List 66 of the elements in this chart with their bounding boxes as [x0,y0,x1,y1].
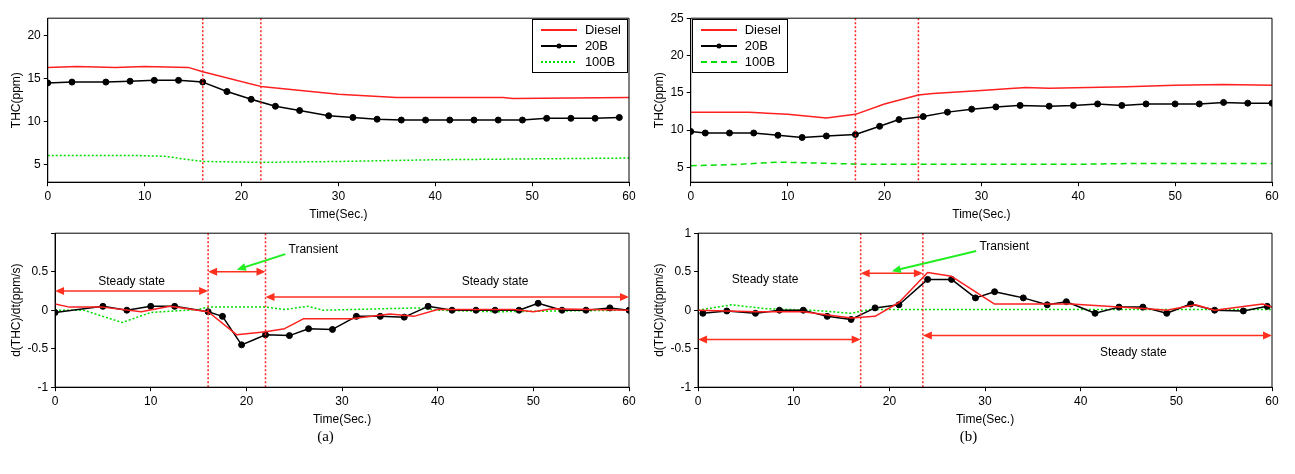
x-axis-title: Time(Sec.) [309,207,368,222]
y-tick-label: 20 [670,47,685,62]
y-tick-label: 10 [27,114,42,129]
x-tick-label: 10 [137,188,152,203]
x-tick-label: 60 [1265,393,1279,408]
y-tick-label: 5 [677,159,685,174]
x-tick-label: 60 [622,393,636,408]
annotation: Transient [288,242,339,257]
y-axis-title: THC(ppm) [651,72,666,129]
x-axis-title: Time(Sec.) [952,207,1011,222]
y-tick-label: -1 [680,379,692,394]
annotation: Steady state [98,274,166,289]
y-tick-label: 0.5 [31,264,49,279]
legend-label: 20B [744,38,768,55]
text: (b) [958,428,979,445]
x-tick-label: 50 [1169,393,1184,408]
x-tick-label: 60 [622,188,636,203]
y-tick-label: 10 [670,122,685,137]
y-tick-label: 0 [41,302,49,317]
x-tick-label: 20 [239,393,254,408]
x-axis-title: Time(Sec.) [955,412,1015,427]
x-tick-label: 30 [331,188,346,203]
y-axis-title: THC(ppm) [8,72,23,129]
x-tick-label: 20 [877,188,892,203]
y-tick-label: 0 [684,302,692,317]
y-axis-title: d(THC)/dt(ppm/s) [651,263,666,357]
x-tick-label: 30 [335,393,350,408]
x-tick-label: 0 [51,393,59,408]
x-tick-label: 40 [1071,188,1086,203]
y-tick-label: 0.5 [674,264,692,279]
y-tick-label: 15 [670,85,685,100]
x-axis-title: Time(Sec.) [312,412,372,427]
annotation: Transient [979,239,1030,254]
x-tick-label: 10 [144,393,158,408]
x-tick-label: 50 [1168,188,1183,203]
x-tick-label: 40 [431,393,445,408]
x-tick-label: 20 [882,393,897,408]
y-tick-label: 1 [684,225,692,240]
annotation: Steady state [461,274,529,289]
x-tick-label: 0 [694,393,702,408]
y-axis-title: d(THC)/dt(ppm/s) [8,263,23,357]
annotation: Steady state [1099,344,1167,359]
x-tick-label: 50 [525,188,540,203]
x-tick-label: 20 [234,188,249,203]
legend-label: Diesel [744,22,781,39]
x-tick-label: 30 [978,393,993,408]
x-tick-label: 10 [787,393,801,408]
y-tick-label: 5 [34,157,42,172]
x-tick-label: 30 [974,188,989,203]
x-tick-label: 40 [428,188,443,203]
annotation: Steady state [731,271,799,286]
y-tick-label: 15 [27,70,42,85]
y-tick-label: -0.5 [27,341,49,356]
x-tick-label: 50 [526,393,541,408]
legend-label: 100B [744,54,776,71]
y-tick-label: 20 [27,27,42,42]
x-tick-label: 10 [780,188,795,203]
y-tick-label: -0.5 [670,341,692,356]
y-tick-label: 25 [670,10,685,25]
legend-label: Diesel [584,22,621,39]
legend-label: 20B [584,38,609,55]
y-tick-label: -1 [37,379,49,394]
text: (a) [316,428,335,445]
x-tick-label: 40 [1074,393,1088,408]
legend-label: 100B [584,54,616,71]
x-tick-label: 60 [1265,188,1279,203]
